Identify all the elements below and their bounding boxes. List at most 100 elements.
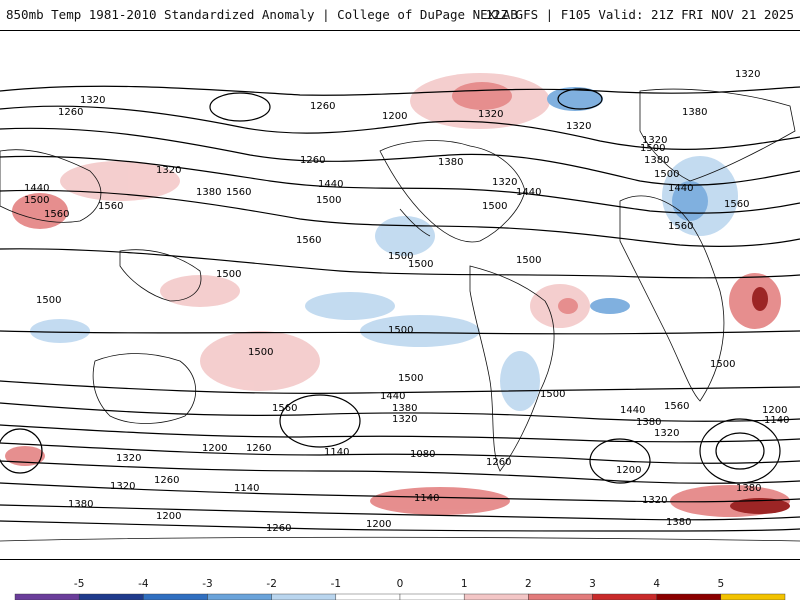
contour-label: 1200 (616, 465, 641, 476)
contour-label: 1140 (324, 447, 349, 458)
contour-label: 1440 (668, 183, 693, 194)
colorbar-segment (335, 593, 401, 601)
contour-label: 1200 (156, 511, 181, 522)
contour-label: 1560 (272, 403, 297, 414)
contour-label: 1560 (98, 201, 123, 212)
contour-label: 1320 (642, 495, 667, 506)
contour-label: 1560 (668, 221, 693, 232)
contour-label: 1200 (382, 111, 407, 122)
product-title: 850mb Temp 1981-2010 Standardized Anomal… (6, 7, 518, 22)
anomaly-shading (5, 73, 790, 517)
contour-label: 1380 (438, 157, 463, 168)
contour-label: 1500 (24, 195, 49, 206)
contour-label: 1320 (492, 177, 517, 188)
contour-label: 1500 (540, 389, 565, 400)
colorbar: -5 -4 -3 -2 -1 0 1 2 3 4 5 (0, 560, 800, 601)
contour-labels: 1320 1260 1320 1260 1200 1320 1380 1320 … (24, 69, 789, 534)
colorbar-tick-label: -3 (202, 578, 212, 590)
contour-label: 1200 (366, 519, 391, 530)
contour-label: 1260 (310, 101, 335, 112)
contour-label: 1140 (234, 483, 259, 494)
contour-label: 1500 (216, 269, 241, 280)
contour-label: 1380 (682, 107, 707, 118)
contour-label: 1260 (154, 475, 179, 486)
contour-label: 1380 (644, 155, 669, 166)
contour-label: 1500 (710, 359, 735, 370)
contour-label: 1260 (58, 107, 83, 118)
colorbar-tick-label: -4 (138, 578, 149, 590)
contour-label: 1380 (636, 417, 661, 428)
contour-label: 1380 (68, 499, 93, 510)
contour-label: 1320 (392, 414, 417, 425)
contour-label: 1320 (654, 428, 679, 439)
contour-label: 1320 (566, 121, 591, 132)
contour-label: 1500 (408, 259, 433, 270)
contour-label: 1500 (388, 251, 413, 262)
colorbar-tick-label: -5 (74, 578, 84, 590)
contour-label: 1200 (202, 443, 227, 454)
contour-label: 1320 (478, 109, 503, 120)
colorbar-segment (528, 593, 593, 601)
colorbar-segment (143, 593, 208, 601)
contour-label: 1380 (736, 483, 761, 494)
contour-label: 1320 (110, 481, 135, 492)
model-run-valid-time: 12Z GFS | F105 Valid: 21Z FRI NOV 21 202… (485, 7, 794, 22)
map-panel: 1320 1260 1320 1260 1200 1320 1380 1320 … (0, 30, 800, 560)
colorbar-fill (14, 593, 786, 601)
contour-label: 1440 (380, 391, 405, 402)
colorbar-segment (207, 593, 272, 601)
contour-label: 1320 (80, 95, 105, 106)
contour-label: 1320 (735, 69, 760, 80)
contour-label: 1260 (486, 457, 511, 468)
contour-label: 1560 (226, 187, 251, 198)
colorbar-tick-label: 5 (717, 578, 724, 590)
contour-label: 1500 (316, 195, 341, 206)
contour-label: 1260 (300, 155, 325, 166)
colorbar-segment (463, 593, 529, 601)
contour-label: 1260 (246, 443, 271, 454)
coastlines (0, 88, 800, 542)
contour-label: 1440 (24, 183, 49, 194)
contour-label: 1320 (116, 453, 141, 464)
contour-label: 1260 (266, 523, 291, 534)
colorbar-segment (271, 593, 337, 601)
colorbar-tick-label: -1 (331, 578, 341, 590)
height-contours (0, 85, 800, 532)
contour-label: 1440 (516, 187, 541, 198)
colorbar-segment (592, 593, 657, 601)
contour-label: 1500 (482, 201, 507, 212)
contour-label: 1500 (248, 347, 273, 358)
contour-label: 1500 (654, 169, 679, 180)
colorbar-tick-label: 4 (653, 578, 660, 590)
colorbar-tick-label: 1 (461, 578, 468, 590)
contour-label: 1140 (414, 493, 439, 504)
contour-label: 1080 (410, 449, 435, 460)
contour-label: 1560 (664, 401, 689, 412)
colorbar-tick-label: 0 (397, 578, 404, 590)
colorbar-ticks: -5 -4 -3 -2 -1 0 1 2 3 4 5 (74, 578, 724, 590)
contour-label: 1500 (516, 255, 541, 266)
contour-label: 1500 (640, 143, 665, 154)
contour-label: 1560 (296, 235, 321, 246)
colorbar-segment (656, 593, 722, 601)
contour-label: 1380 (392, 403, 417, 414)
contour-label: 1500 (398, 373, 423, 384)
colorbar-segment (399, 593, 465, 601)
contour-label: 1140 (764, 415, 789, 426)
colorbar-segment (14, 593, 80, 601)
colorbar-svg: -5 -4 -3 -2 -1 0 1 2 3 4 5 (14, 578, 786, 601)
contour-label: 1560 (44, 209, 69, 220)
colorbar-tick-label: 3 (589, 578, 596, 590)
contour-label: 1380 (196, 187, 221, 198)
contour-label: 1500 (388, 325, 413, 336)
colorbar-tick-label: -2 (266, 578, 276, 590)
contour-label: 1320 (642, 135, 667, 146)
contour-label: 1200 (762, 405, 787, 416)
contour-label: 1380 (666, 517, 691, 528)
anomaly-map: 1320 1260 1320 1260 1200 1320 1380 1320 … (0, 69, 800, 542)
contour-label: 1440 (318, 179, 343, 190)
map-header: 850mb Temp 1981-2010 Standardized Anomal… (0, 0, 800, 30)
contour-label: 1440 (620, 405, 645, 416)
contour-label: 1500 (36, 295, 61, 306)
colorbar-segment (720, 593, 786, 601)
